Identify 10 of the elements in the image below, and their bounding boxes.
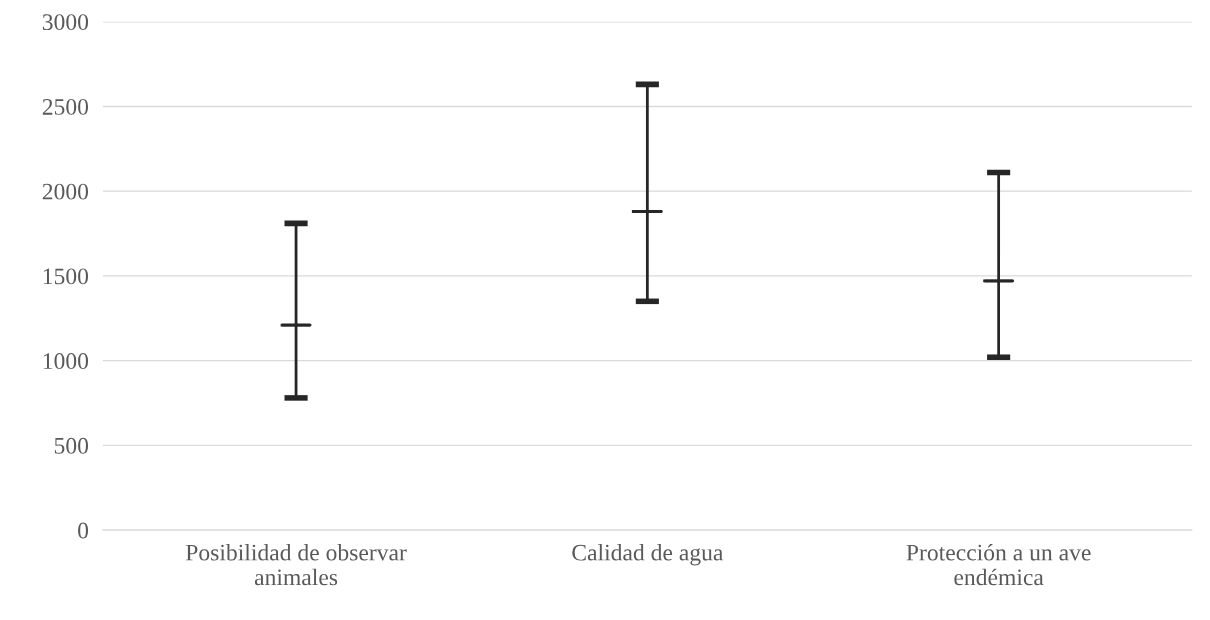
y-tick-label: 2500 bbox=[42, 98, 89, 115]
y-tick-label: 3000 bbox=[42, 14, 89, 31]
y-tick-label: 2000 bbox=[42, 183, 89, 200]
y-tick-label: 1500 bbox=[43, 268, 89, 285]
y-tick-label: 500 bbox=[54, 437, 89, 454]
y-tick-label: 0 bbox=[78, 522, 89, 539]
y-tick-label: 1000 bbox=[43, 353, 89, 370]
x-tick-label: Protección a un ave endémica bbox=[906, 543, 1091, 586]
x-tick-label: Calidad de agua bbox=[572, 543, 724, 566]
x-tick-label: Posibilidad de observar animales bbox=[185, 543, 407, 586]
